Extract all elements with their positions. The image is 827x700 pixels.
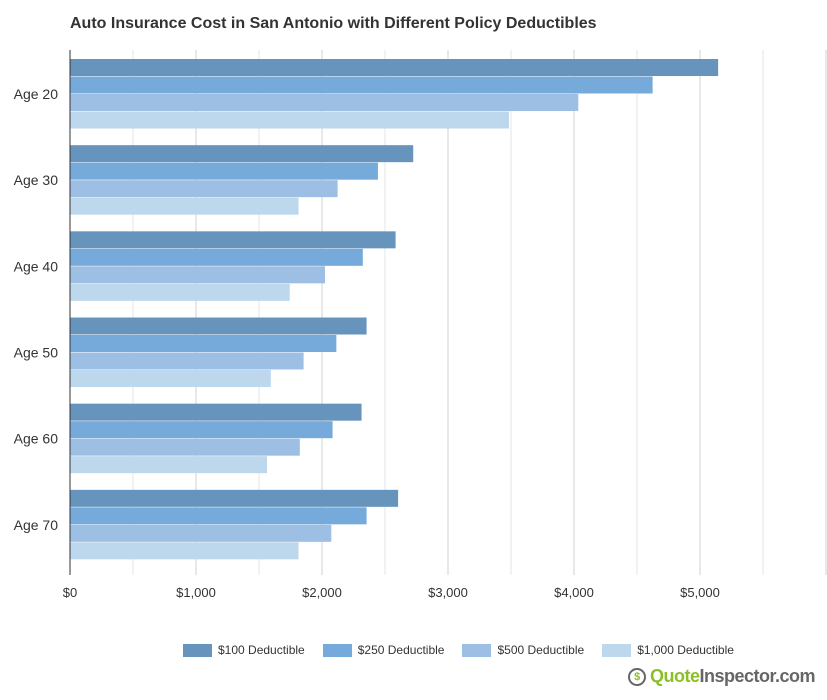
- legend-item[interactable]: $100 Deductible: [183, 643, 305, 657]
- bar: [70, 162, 378, 180]
- bar: [70, 76, 653, 94]
- category-label: Age 20: [14, 86, 59, 102]
- legend-item[interactable]: $500 Deductible: [462, 643, 584, 657]
- legend-label: $1,000 Deductible: [637, 643, 734, 657]
- legend-swatch: [602, 643, 632, 657]
- bar: [70, 111, 509, 129]
- x-tick-label: $3,000: [428, 585, 468, 600]
- logo-text-inspector: Inspector.com: [699, 666, 815, 686]
- bar: [70, 335, 337, 352]
- legend-label: $100 Deductible: [218, 643, 305, 657]
- legend-swatch: [183, 643, 212, 657]
- x-tick-label: $2,000: [302, 585, 342, 600]
- category-label: Age 40: [14, 258, 59, 274]
- chart-title: Auto Insurance Cost in San Antonio with …: [70, 15, 597, 32]
- quoteinspector-logo: $ Quote Inspector.com: [627, 666, 815, 687]
- legend-item[interactable]: $250 Deductible: [322, 643, 445, 657]
- category-label: Age 60: [14, 431, 59, 447]
- bar: [70, 438, 300, 456]
- bar: [70, 145, 414, 163]
- bar: [70, 370, 271, 387]
- bar: [70, 507, 367, 525]
- logo-text-quote: Quote: [649, 666, 700, 686]
- bar: [70, 456, 268, 474]
- bar: [70, 197, 299, 215]
- legend-swatch: [462, 643, 492, 657]
- bar: [70, 403, 362, 421]
- bar: [70, 180, 338, 198]
- bar: [70, 524, 332, 542]
- bar: [70, 489, 399, 507]
- category-label: Age 70: [14, 517, 59, 533]
- bar: [70, 317, 367, 335]
- bar: [70, 94, 579, 111]
- bar: [70, 248, 363, 266]
- legend-item[interactable]: $1,000 Deductible: [602, 643, 734, 657]
- legend-label: $500 Deductible: [497, 643, 585, 657]
- category-label: Age 30: [14, 172, 59, 188]
- legend-swatch: [322, 643, 352, 657]
- x-tick-label: $5,000: [680, 585, 720, 600]
- bar: [70, 59, 719, 76]
- x-tick-label: $4,000: [554, 585, 594, 600]
- x-tick-label: $1,000: [176, 585, 216, 600]
- bar: [70, 421, 333, 439]
- category-label: Age 50: [14, 345, 59, 361]
- bar: [70, 352, 304, 370]
- bar-chart: $0 $1,000 $2,000 $3,000 $4,000 $5,000 Age 20 Ag…: [14, 50, 827, 600]
- legend-label: $250 Deductible: [357, 643, 445, 657]
- bar: [70, 266, 326, 284]
- bar: [70, 283, 290, 301]
- magnifier-dollar-icon: $: [627, 667, 646, 686]
- bar: [70, 231, 396, 249]
- x-tick-label: $0: [63, 585, 77, 600]
- legend: $100 Deductible $250 Deductible $500 Deduc…: [183, 643, 752, 657]
- bar: [70, 542, 299, 560]
